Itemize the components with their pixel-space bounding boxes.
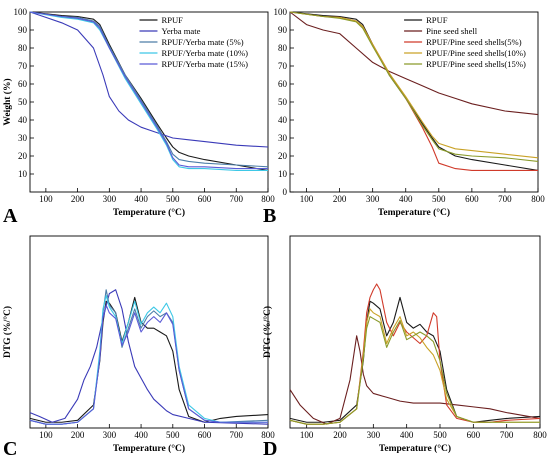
series-line-rpuf-pine-seed-shells-10: [289, 11, 539, 159]
x-tick-label: 700: [500, 430, 514, 440]
x-axis-title: Temperature (°C): [113, 443, 185, 454]
series-line-rpuf: [29, 11, 269, 171]
legend-entry-label: RPUF/Pine seed shells(5%): [426, 37, 522, 47]
series-line-pine-seed-shell: [289, 335, 541, 425]
x-tick-label: 800: [531, 194, 545, 204]
x-axis-title: Temperature (°C): [113, 207, 185, 218]
panel-letter: D: [263, 438, 277, 460]
x-tick-label: 600: [198, 430, 212, 440]
panel-letter: C: [3, 438, 17, 460]
y-tick-label: 30: [18, 133, 28, 143]
y-tick-label: 20: [18, 151, 28, 161]
y-tick-label: 80: [18, 43, 28, 53]
x-tick-label: 300: [366, 194, 380, 204]
series-line-rpuf-yerba-mate-15: [29, 304, 268, 425]
x-tick-label: 600: [465, 194, 479, 204]
x-tick-label: 500: [166, 194, 180, 204]
legend-entry-label: RPUF: [161, 15, 183, 25]
y-tick-label: 10: [18, 169, 28, 179]
y-tick-label: 40: [278, 115, 288, 125]
legend-entry-label: RPUF/Pine seed shells(15%): [426, 59, 526, 69]
x-tick-label: 700: [498, 194, 512, 204]
y-tick-label: 80: [278, 43, 288, 53]
y-tick-label: 70: [278, 61, 288, 71]
y-tick-label: 20: [278, 151, 288, 161]
x-tick-label: 500: [433, 430, 447, 440]
x-tick-label: 600: [198, 194, 212, 204]
y-axis-title: DTG (%/°C): [262, 306, 273, 358]
y-tick-label: 100: [14, 7, 28, 17]
x-tick-label: 100: [39, 430, 53, 440]
legend-entry-label: RPUF: [426, 15, 448, 25]
x-tick-label: 700: [230, 430, 244, 440]
legend-entry-label: RPUF/Yerba mate (15%): [161, 59, 248, 69]
y-tick-label: 70: [18, 61, 28, 71]
legend-entry-label: Pine seed shell: [426, 26, 478, 36]
legend-entry-label: RPUF/Yerba mate (5%): [161, 37, 243, 47]
y-tick-label: 10: [278, 169, 288, 179]
x-tick-label: 200: [333, 430, 347, 440]
chart-panel-d: 100 200 300 400 500 600 700 800 Temperature (°C)…: [262, 235, 547, 460]
y-tick-label: 0: [283, 187, 288, 197]
y-tick-label: 90: [18, 25, 28, 35]
series-line-pine-seed-shell: [289, 11, 539, 116]
series-line-rpuf-pine-seed-shells-15: [289, 316, 540, 425]
x-tick-label: 300: [103, 194, 117, 204]
x-tick-label: 100: [39, 194, 53, 204]
x-tick-label: 800: [261, 194, 275, 204]
y-axis-title: DTG (%/°C): [2, 306, 13, 358]
x-tick-label: 500: [432, 194, 446, 204]
x-tick-label: 200: [71, 194, 85, 204]
x-tick-label: 500: [166, 430, 180, 440]
x-tick-label: 400: [399, 194, 413, 204]
plot-frame: [289, 235, 541, 429]
x-tick-label: 200: [71, 430, 85, 440]
x-tick-label: 800: [533, 430, 547, 440]
panels: 100 200 300 400 500 600 700 8001020304050607080…: [2, 7, 547, 460]
series-line-rpuf-pine-seed-shells-15: [289, 11, 539, 162]
plot-frame: [29, 235, 269, 429]
series-line-rpuf-yerba-mate-5: [29, 11, 269, 168]
y-tick-label: 60: [278, 79, 288, 89]
legend-entry-label: RPUF/Yerba mate (10%): [161, 48, 248, 58]
x-tick-label: 400: [134, 194, 148, 204]
series-line-rpuf-yerba-mate-10: [29, 11, 268, 171]
x-axis-title: Temperature (°C): [379, 443, 451, 454]
legend-entry-label: RPUF/Pine seed shells(10%): [426, 48, 526, 58]
y-tick-label: 40: [18, 115, 28, 125]
x-tick-label: 700: [230, 194, 244, 204]
x-tick-label: 800: [261, 430, 275, 440]
y-axis-title: Weight (%): [2, 78, 13, 125]
y-tick-label: 90: [278, 25, 288, 35]
x-tick-label: 400: [400, 430, 414, 440]
x-tick-label: 600: [467, 430, 481, 440]
panel-letter: B: [263, 205, 276, 227]
series-line-rpuf-yerba-mate-15: [29, 11, 268, 170]
x-axis-title: Temperature (°C): [378, 207, 450, 218]
chart-panel-c: 100 200 300 400 500 600 700 800 Temperature (°C)…: [2, 235, 275, 460]
chart-panel-b: 100 200 300 400 500 600 700 800 0 10 20 30 40 50 60 70 8…: [263, 7, 545, 227]
series-line-yerba-mate: [29, 289, 269, 425]
y-tick-label: 50: [278, 97, 288, 107]
series-line-yerba-mate: [29, 11, 269, 148]
y-tick-label: 30: [278, 133, 288, 143]
x-tick-label: 300: [367, 430, 381, 440]
x-tick-label: 300: [103, 430, 117, 440]
y-tick-label: 100: [274, 7, 288, 17]
x-tick-label: 400: [134, 430, 148, 440]
legend-entry-label: Yerba mate: [161, 26, 200, 36]
chart-panel-a: 100 200 300 400 500 600 700 800 10 20 30 40 50 60 70 80…: [2, 7, 275, 227]
panel-letter: A: [3, 205, 18, 227]
y-tick-label: 50: [18, 97, 28, 107]
x-tick-label: 100: [300, 194, 314, 204]
x-tick-label: 100: [300, 430, 314, 440]
y-tick-label: 60: [18, 79, 28, 89]
x-tick-label: 200: [333, 194, 347, 204]
